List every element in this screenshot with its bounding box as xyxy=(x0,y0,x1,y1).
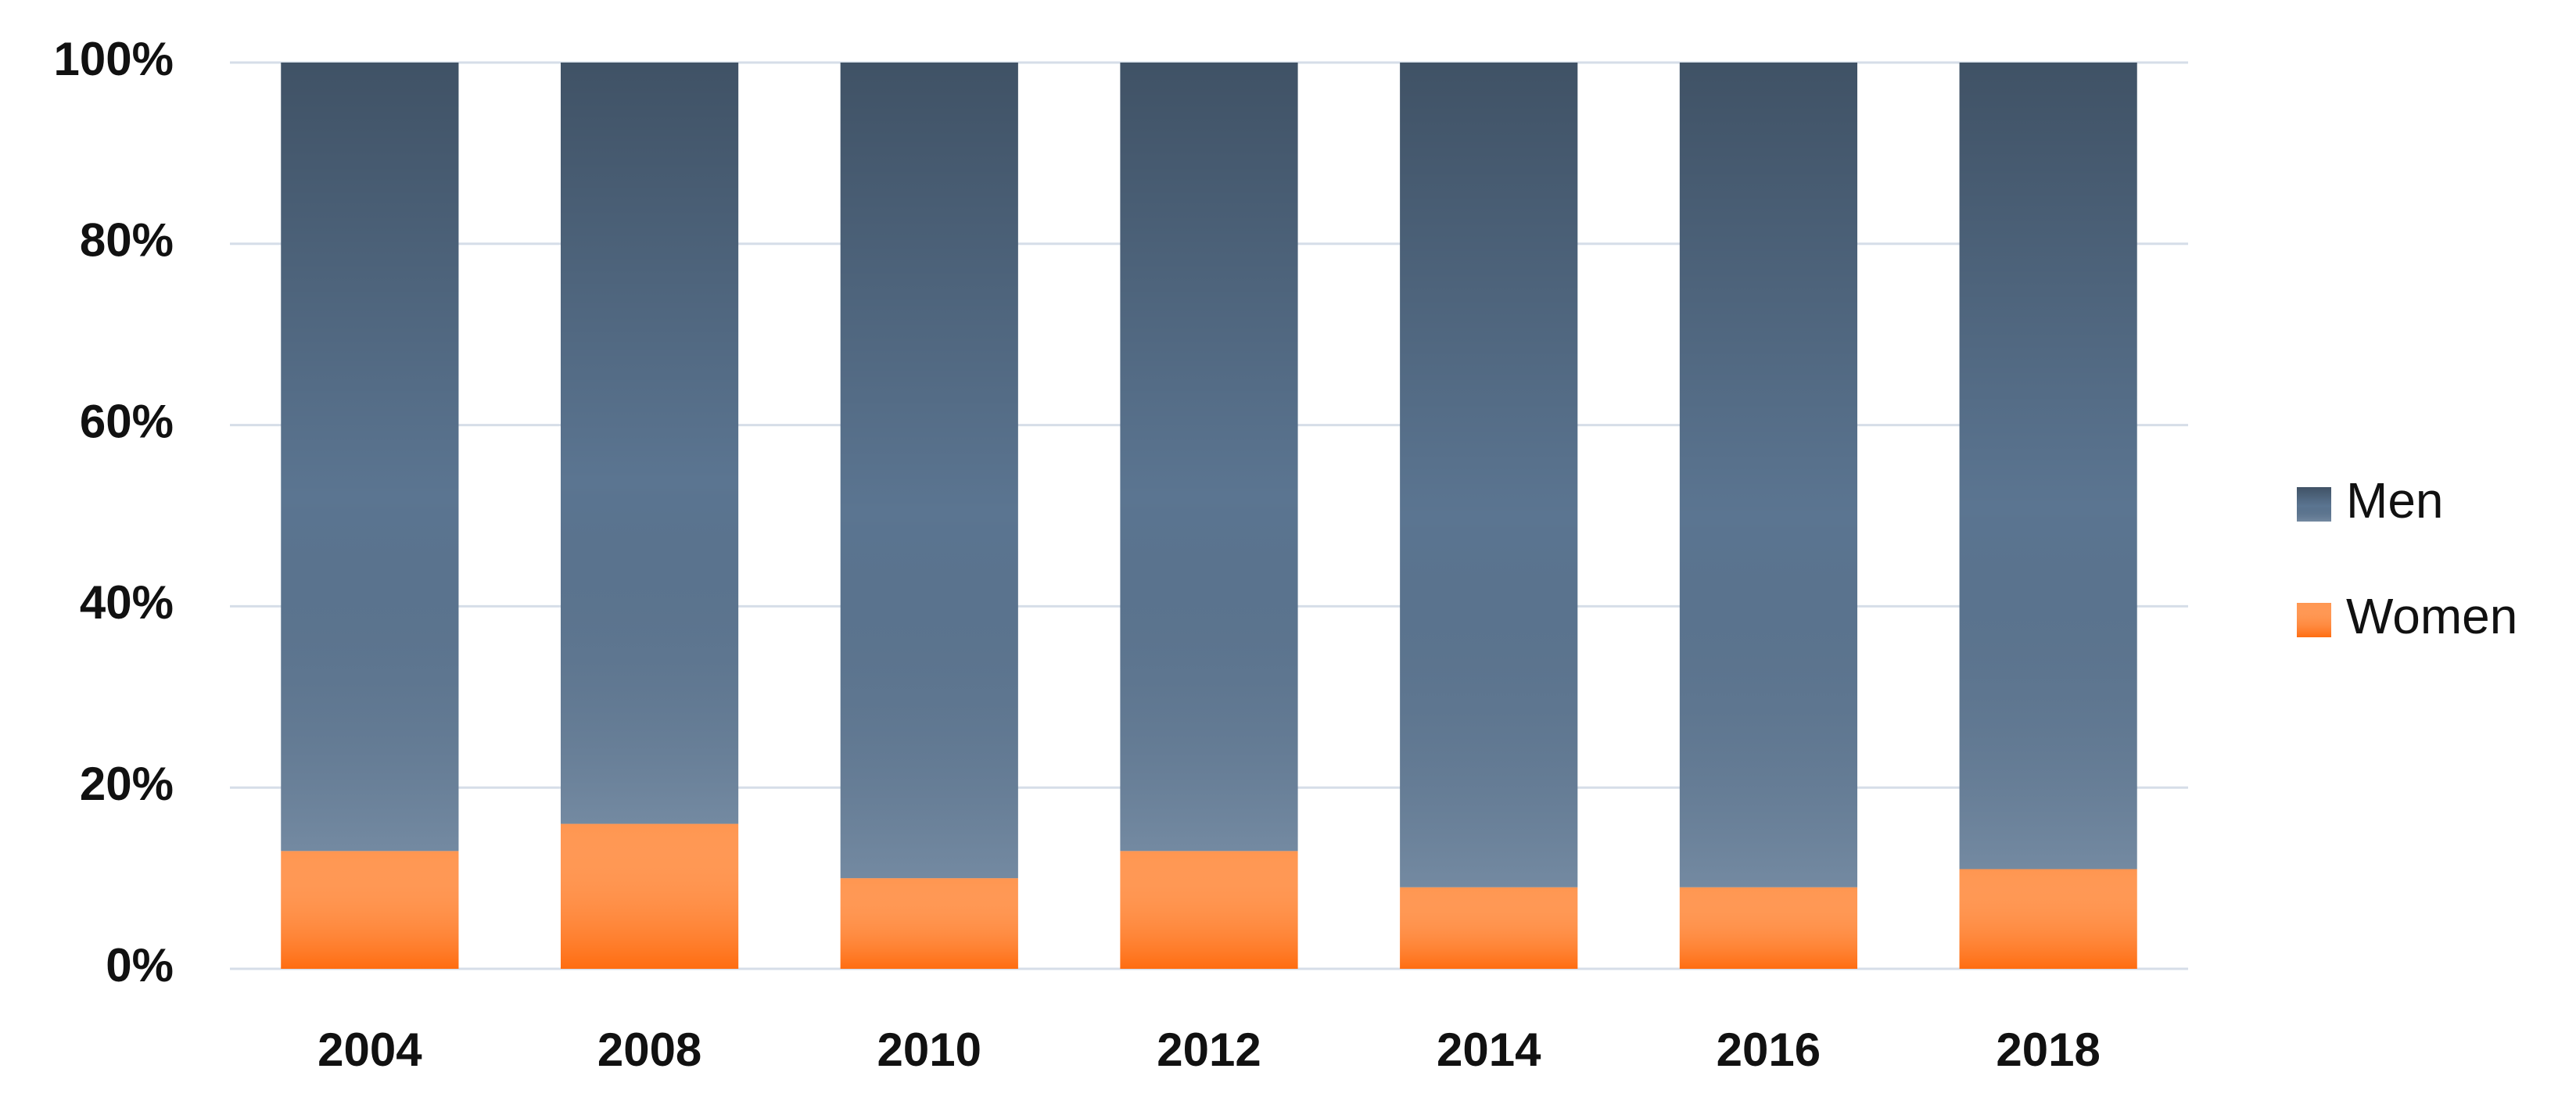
legend-label: Women xyxy=(2346,588,2517,644)
labels: 0% 20% 40% 60% 80% 100% 2004 2008 2010 2012 2014 20… xyxy=(54,33,2101,1076)
bar xyxy=(1679,887,1858,969)
bar xyxy=(560,823,739,969)
legend-marker-shade xyxy=(2297,487,2331,522)
x-tick-label: 2008 xyxy=(597,1024,701,1076)
y-tick-label: 40% xyxy=(80,576,174,629)
bars xyxy=(281,63,2137,969)
bar xyxy=(281,851,459,969)
y-tick-label: 0% xyxy=(106,939,174,991)
bar xyxy=(1400,63,1578,887)
x-tick-label: 2004 xyxy=(318,1024,422,1076)
bar xyxy=(1679,63,1858,887)
x-tick-label: 2014 xyxy=(1437,1024,1541,1076)
x-tick-label: 2012 xyxy=(1157,1024,1261,1076)
legend-label: Men xyxy=(2346,472,2444,529)
y-tick-label: 20% xyxy=(80,758,174,810)
legend: Men Women xyxy=(2297,472,2517,644)
y-tick-label: 80% xyxy=(80,214,174,267)
x-tick-label: 2018 xyxy=(1996,1024,2100,1076)
bar xyxy=(1959,63,2137,870)
bar xyxy=(560,63,739,824)
bar xyxy=(281,63,459,852)
bar xyxy=(840,878,1018,969)
bar xyxy=(1400,887,1578,969)
x-tick-label: 2010 xyxy=(877,1024,981,1076)
bar xyxy=(1120,63,1298,852)
y-tick-label: 60% xyxy=(80,395,174,447)
bar xyxy=(1120,851,1298,969)
x-tick-label: 2016 xyxy=(1717,1024,1821,1076)
y-tick-label: 100% xyxy=(54,33,174,85)
bar xyxy=(1959,869,2137,969)
bar xyxy=(840,63,1018,879)
legend-marker-shade xyxy=(2297,603,2331,637)
